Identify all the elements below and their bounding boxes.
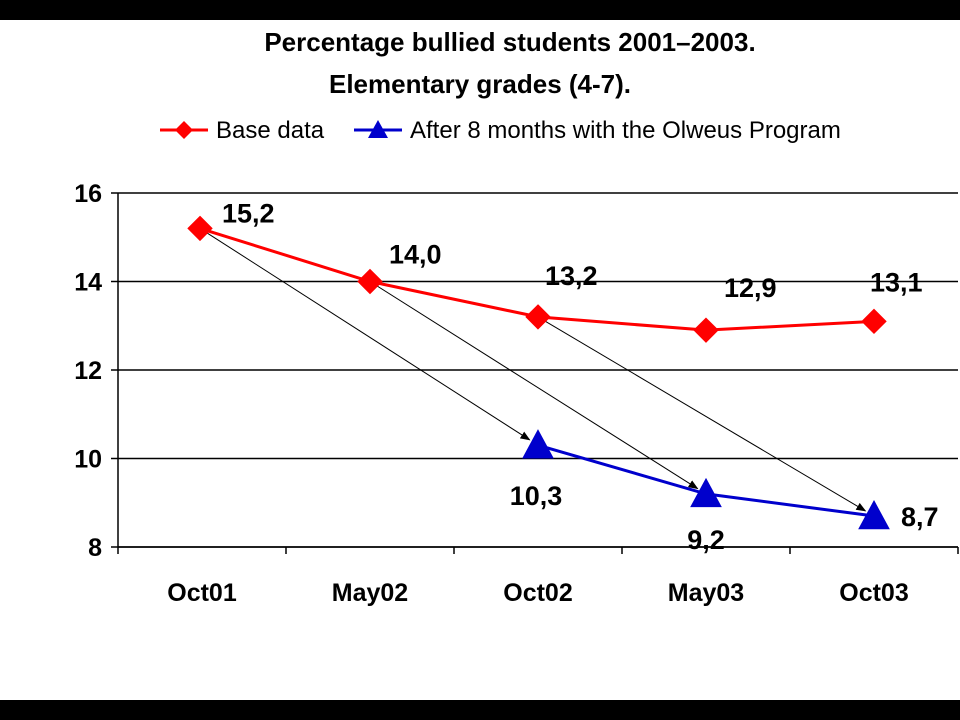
data-point-diamond xyxy=(187,215,213,242)
data-point-triangle xyxy=(522,429,554,459)
x-tick-label: Oct02 xyxy=(503,579,572,607)
data-point-diamond xyxy=(693,317,719,343)
legend-marker-diamond xyxy=(175,121,193,139)
data-label: 12,9 xyxy=(724,273,777,303)
arrow xyxy=(199,227,531,441)
data-label: 8,7 xyxy=(901,502,939,532)
data-label: 13,1 xyxy=(870,267,923,297)
y-tick-label: 14 xyxy=(74,269,102,297)
y-tick-label: 16 xyxy=(74,180,102,208)
legend-label: Base data xyxy=(216,117,325,144)
slide: Percentage bullied students 2001–2003. E… xyxy=(0,20,960,700)
data-label: 14,0 xyxy=(389,240,442,270)
data-labels: 15,2 14,0 13,2 12,9 13,1 10,3 9,2 8,7 xyxy=(222,198,939,555)
arrows xyxy=(199,227,867,512)
axes: 8 10 12 14 16 Oct01 May02 Oct02 May03 Oct03 xyxy=(74,180,959,607)
chart-title: Percentage bullied students 2001–2003. xyxy=(264,27,756,57)
x-tick-label: Oct03 xyxy=(839,579,908,607)
y-tick-label: 12 xyxy=(74,357,102,385)
x-tick-label: May03 xyxy=(668,579,744,607)
y-tick-label: 10 xyxy=(74,446,102,474)
data-point-diamond xyxy=(525,304,551,330)
arrow xyxy=(369,281,699,490)
x-tick-label: May02 xyxy=(332,579,408,607)
data-point-triangle xyxy=(690,477,722,508)
data-point-triangle xyxy=(858,499,890,530)
data-label: 15,2 xyxy=(222,198,275,228)
legend-marker-triangle xyxy=(368,120,388,138)
x-tick-label: Oct01 xyxy=(167,579,237,607)
y-tick-label: 8 xyxy=(88,534,102,562)
data-label: 13,2 xyxy=(545,261,598,291)
data-label: 10,3 xyxy=(510,481,563,511)
arrow xyxy=(537,316,867,512)
data-point-diamond xyxy=(357,268,383,295)
chart-subtitle: Elementary grades (4-7). xyxy=(328,69,631,99)
data-label: 9,2 xyxy=(687,525,725,555)
legend: Base data After 8 months with the Olweus … xyxy=(160,117,841,144)
legend-label: After 8 months with the Olweus Program xyxy=(410,117,841,144)
series-group xyxy=(187,215,890,530)
data-point-diamond xyxy=(861,308,887,335)
